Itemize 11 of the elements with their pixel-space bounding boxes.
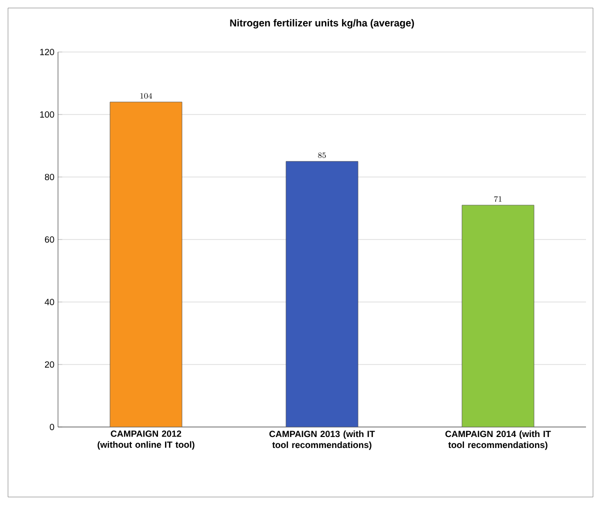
x-tick-label: CAMPAIGN 2012 (without online IT tool) — [98, 430, 194, 450]
y-tick-label: 60 — [44, 236, 54, 243]
chart-title: Nitrogen fertilizer units kg/ha (average) — [230, 19, 414, 28]
y-tick-label: 100 — [40, 111, 54, 118]
y-tick-label: 20 — [44, 361, 54, 368]
x-tick-label: CAMPAIGN 2013 (with IT tool recommendations) — [269, 430, 375, 450]
y-tick-label: 0 — [50, 424, 54, 430]
y-tick-label: 120 — [40, 48, 54, 56]
x-tick-label: CAMPAIGN 2014 (with IT tool recommendations) — [445, 430, 551, 450]
y-tick-label: 40 — [44, 298, 54, 306]
y-tick-label: 80 — [44, 174, 54, 180]
